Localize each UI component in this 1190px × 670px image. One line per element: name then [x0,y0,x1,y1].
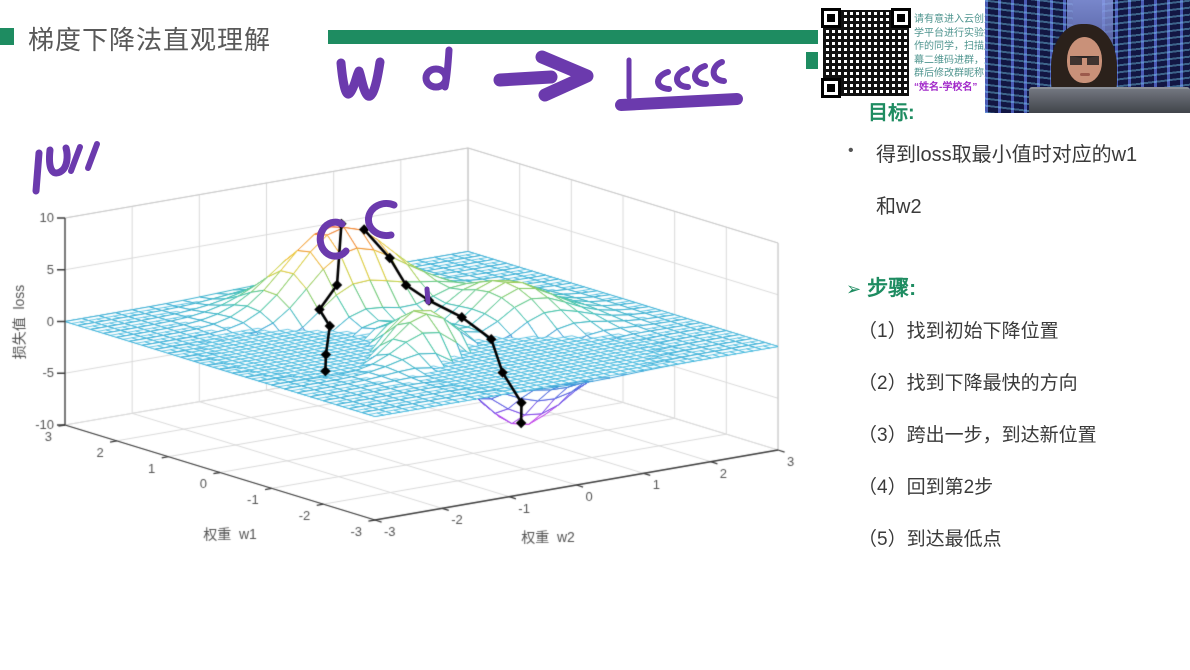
qr-notice-line: 群后修改群昵称为 [914,68,994,79]
title-accent-square [0,28,14,45]
arrow-bullet-icon: ➢ [846,279,862,299]
steps-heading-label: 步骤: [867,277,917,300]
qr-notice-panel: 请有意进入云创大 学平台进行实验操 作的同学，扫描屏 幕二维码进群，进 群后修改… [818,5,994,103]
presenter-mouth [1080,73,1090,76]
qr-notice-line: “姓名-学校名” [914,81,978,93]
qr-finder-icon [821,78,841,98]
qr-code [821,8,911,98]
step-item-5: （5）到达最低点 [858,529,1002,550]
qr-notice-line: 作的同学，扫描屏 [914,41,994,52]
page-title: 梯度下降法直观理解 [28,25,272,55]
qr-notice-text: 请有意进入云创大 学平台进行实验操 作的同学，扫描屏 幕二维码进群，进 群后修改… [914,13,994,94]
step-item-1: （1）找到初始下降位置 [858,321,1059,342]
qr-finder-icon [821,8,841,28]
ink-arrow-shaft [493,70,558,87]
goal-bullet-line2: 和w2 [876,196,922,218]
step-item-3: （3）跨出一步，到达新位置 [858,425,1097,446]
goal-bullet-line1: 得到loss取最小值时对应的w1 [876,144,1138,166]
ink-arrow-head [535,50,594,102]
qr-notice-line: 请有意进入云创大 [914,14,994,25]
presenter-webcam-video [985,0,1190,113]
ink-scribble-w [336,57,385,101]
ink-underline [615,93,743,111]
presenter-face [1067,37,1102,83]
ink-scribble-e [710,59,727,84]
goal-heading: 目标: [868,102,915,124]
ink-scribble-e [674,66,691,90]
ink-scribble-b [441,46,453,91]
qr-notice-line: 学平台进行实验操 [914,27,994,39]
step-item-2: （2）找到下降最快的方向 [858,373,1078,394]
laptop-lid [1029,87,1190,113]
steps-heading: ➢ 步骤: [846,272,916,302]
ink-scribble-e [692,63,709,87]
title-accent-bar [328,30,818,44]
glasses-icon [1070,56,1099,65]
loss-surface-3d-plot [0,130,830,590]
bullet-dot: • [848,142,854,159]
step-item-4: （4）回到第2步 [858,477,994,498]
qr-notice-line: 幕二维码进群，进 [914,54,994,66]
qr-finder-icon [891,8,911,28]
ink-scribble-e [655,69,672,92]
ink-scribble-b-loop [422,65,450,91]
title-bar-fragment [806,52,818,69]
